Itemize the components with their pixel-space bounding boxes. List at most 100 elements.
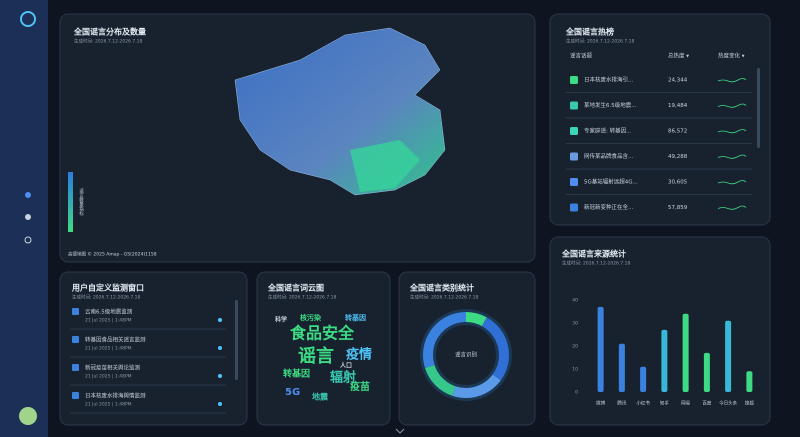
scrollbar[interactable] xyxy=(757,68,760,148)
monitor-name[interactable]: 云南6.5级地震监测 xyxy=(85,308,133,316)
donut-center: 谣言识别 xyxy=(455,351,477,359)
column-header[interactable]: 热度变化 ▾ xyxy=(718,52,745,60)
status-dot xyxy=(218,346,222,350)
donut-segment xyxy=(423,312,509,398)
sparkline xyxy=(717,154,747,159)
heat: 30,605 xyxy=(668,180,688,186)
legend-label: 谣言数量指标 xyxy=(79,187,84,217)
x-tick-label: 网易 xyxy=(681,401,690,407)
monitor-time: 21 Jul 2025 | 1:48PM xyxy=(85,374,132,380)
row-marker xyxy=(570,203,578,212)
word: 辐射 xyxy=(330,370,356,386)
panel-subtitle: 生成时间: 2026.7.12-2026.7.18 xyxy=(410,294,479,301)
topic[interactable]: 某地发生6.5级地震... xyxy=(584,101,637,109)
topic[interactable]: 5G基站辐射远超4G... xyxy=(584,178,638,186)
heat: 49,288 xyxy=(668,154,688,160)
topic[interactable]: 新冠新变种正在全... xyxy=(584,203,633,211)
x-tick-label: 今日头条 xyxy=(719,400,737,407)
y-tick-label: 0 xyxy=(575,390,578,396)
checkbox[interactable] xyxy=(72,364,79,371)
panel-subtitle: 生成时间: 2026.7.12-2026.7.18 xyxy=(72,294,141,301)
row-marker xyxy=(570,127,578,135)
row-marker xyxy=(570,101,578,110)
word: 食品安全 xyxy=(289,324,355,343)
x-tick-label: 微博 xyxy=(596,400,605,407)
bar xyxy=(682,313,689,392)
heat: 86,572 xyxy=(668,129,687,135)
topic[interactable]: 日本核废水排海引... xyxy=(584,76,633,84)
x-tick-label: 百度 xyxy=(702,400,711,407)
x-tick-label: 腾讯 xyxy=(617,400,626,407)
y-tick-label: 10 xyxy=(572,367,578,373)
bar xyxy=(640,366,647,392)
monitor-panel xyxy=(59,271,248,426)
checkbox[interactable] xyxy=(72,392,79,399)
status-dot xyxy=(218,318,222,322)
donut-segment xyxy=(423,312,509,398)
nav-cloud[interactable] xyxy=(25,214,31,220)
row-marker xyxy=(570,178,578,186)
panel-title: 全国谣言词云图 xyxy=(267,283,324,293)
panel-title: 全国谣言类别统计 xyxy=(409,283,474,293)
scrollbar[interactable] xyxy=(235,300,238,380)
word: 谣言 xyxy=(298,345,334,367)
row-marker xyxy=(570,76,578,84)
monitor-time: 21 Jul 2025 | 1:48PM xyxy=(85,318,132,324)
panel-title: 用户自定义监测窗口 xyxy=(71,283,144,293)
panel-subtitle: 生成时间: 2026.7.12-2026.7.18 xyxy=(268,294,337,301)
word: 5G xyxy=(285,387,300,398)
word: 疫情 xyxy=(346,347,372,363)
avatar[interactable] xyxy=(19,407,37,425)
monitor-time: 21 Jul 2025 | 1:48PM xyxy=(85,346,132,352)
panel-subtitle: 生成时间: 2026.7.12-2026.7.18 xyxy=(74,38,143,45)
source-panel xyxy=(549,236,771,426)
status-dot xyxy=(218,402,222,406)
checkbox[interactable] xyxy=(72,308,79,315)
topic[interactable]: 网传某品牌食品含... xyxy=(584,152,633,160)
sidebar xyxy=(0,0,48,437)
panel-title: 全国谣言来源统计 xyxy=(561,249,626,259)
word: 地震 xyxy=(312,392,329,402)
checkbox[interactable] xyxy=(72,336,79,343)
word: 科学 xyxy=(275,316,287,324)
monitor-time: 21 Jul 2025 | 1:48PM xyxy=(85,402,132,408)
bar xyxy=(725,320,732,392)
column-header[interactable]: 总热度 ▾ xyxy=(668,52,689,60)
sparkline xyxy=(717,78,747,83)
topic[interactable]: 专家辟谣: 转基因... xyxy=(584,127,632,135)
heat: 19,484 xyxy=(668,103,688,109)
wordcloud-panel xyxy=(256,271,391,426)
panel-title: 全国谣言热榜 xyxy=(565,27,614,37)
attribution: 高德地图 © 2025 Amap - GS(2024)1158 xyxy=(68,251,157,258)
x-tick-label: 小红书 xyxy=(636,400,650,407)
heat: 24,344 xyxy=(668,78,688,84)
logo xyxy=(20,11,36,27)
y-tick-label: 30 xyxy=(572,321,578,327)
map-highlight xyxy=(350,140,420,192)
word: 转基因 xyxy=(345,313,366,322)
y-tick-label: 40 xyxy=(572,298,578,304)
nav-home[interactable] xyxy=(25,192,31,198)
x-tick-label: 搜狐 xyxy=(745,400,754,407)
y-tick-label: 20 xyxy=(572,344,578,350)
sparkline xyxy=(717,103,747,108)
sparkline xyxy=(717,205,747,210)
word: 转基因 xyxy=(283,368,310,380)
scroll-arrow[interactable] xyxy=(395,428,405,434)
monitor-name[interactable]: 日本核废水排海舆情监测 xyxy=(85,392,146,400)
panel-subtitle: 生成时间: 2026.7.12-2026.7.18 xyxy=(566,38,635,45)
column-header[interactable]: 谣言话题 xyxy=(570,52,593,60)
word: 疫苗 xyxy=(350,380,370,393)
nav-search[interactable] xyxy=(24,236,32,244)
x-tick-label: 知乎 xyxy=(660,400,669,407)
bar xyxy=(597,306,604,392)
status-dot xyxy=(218,374,222,378)
donut-segment xyxy=(423,312,509,398)
word: 核污染 xyxy=(300,313,322,322)
monitor-name[interactable]: 转基因食品相关谣言监测 xyxy=(85,336,146,344)
hot-list-panel xyxy=(549,13,771,226)
bar xyxy=(703,352,710,392)
monitor-name[interactable]: 新冠疫苗相关舆论监测 xyxy=(85,364,141,372)
